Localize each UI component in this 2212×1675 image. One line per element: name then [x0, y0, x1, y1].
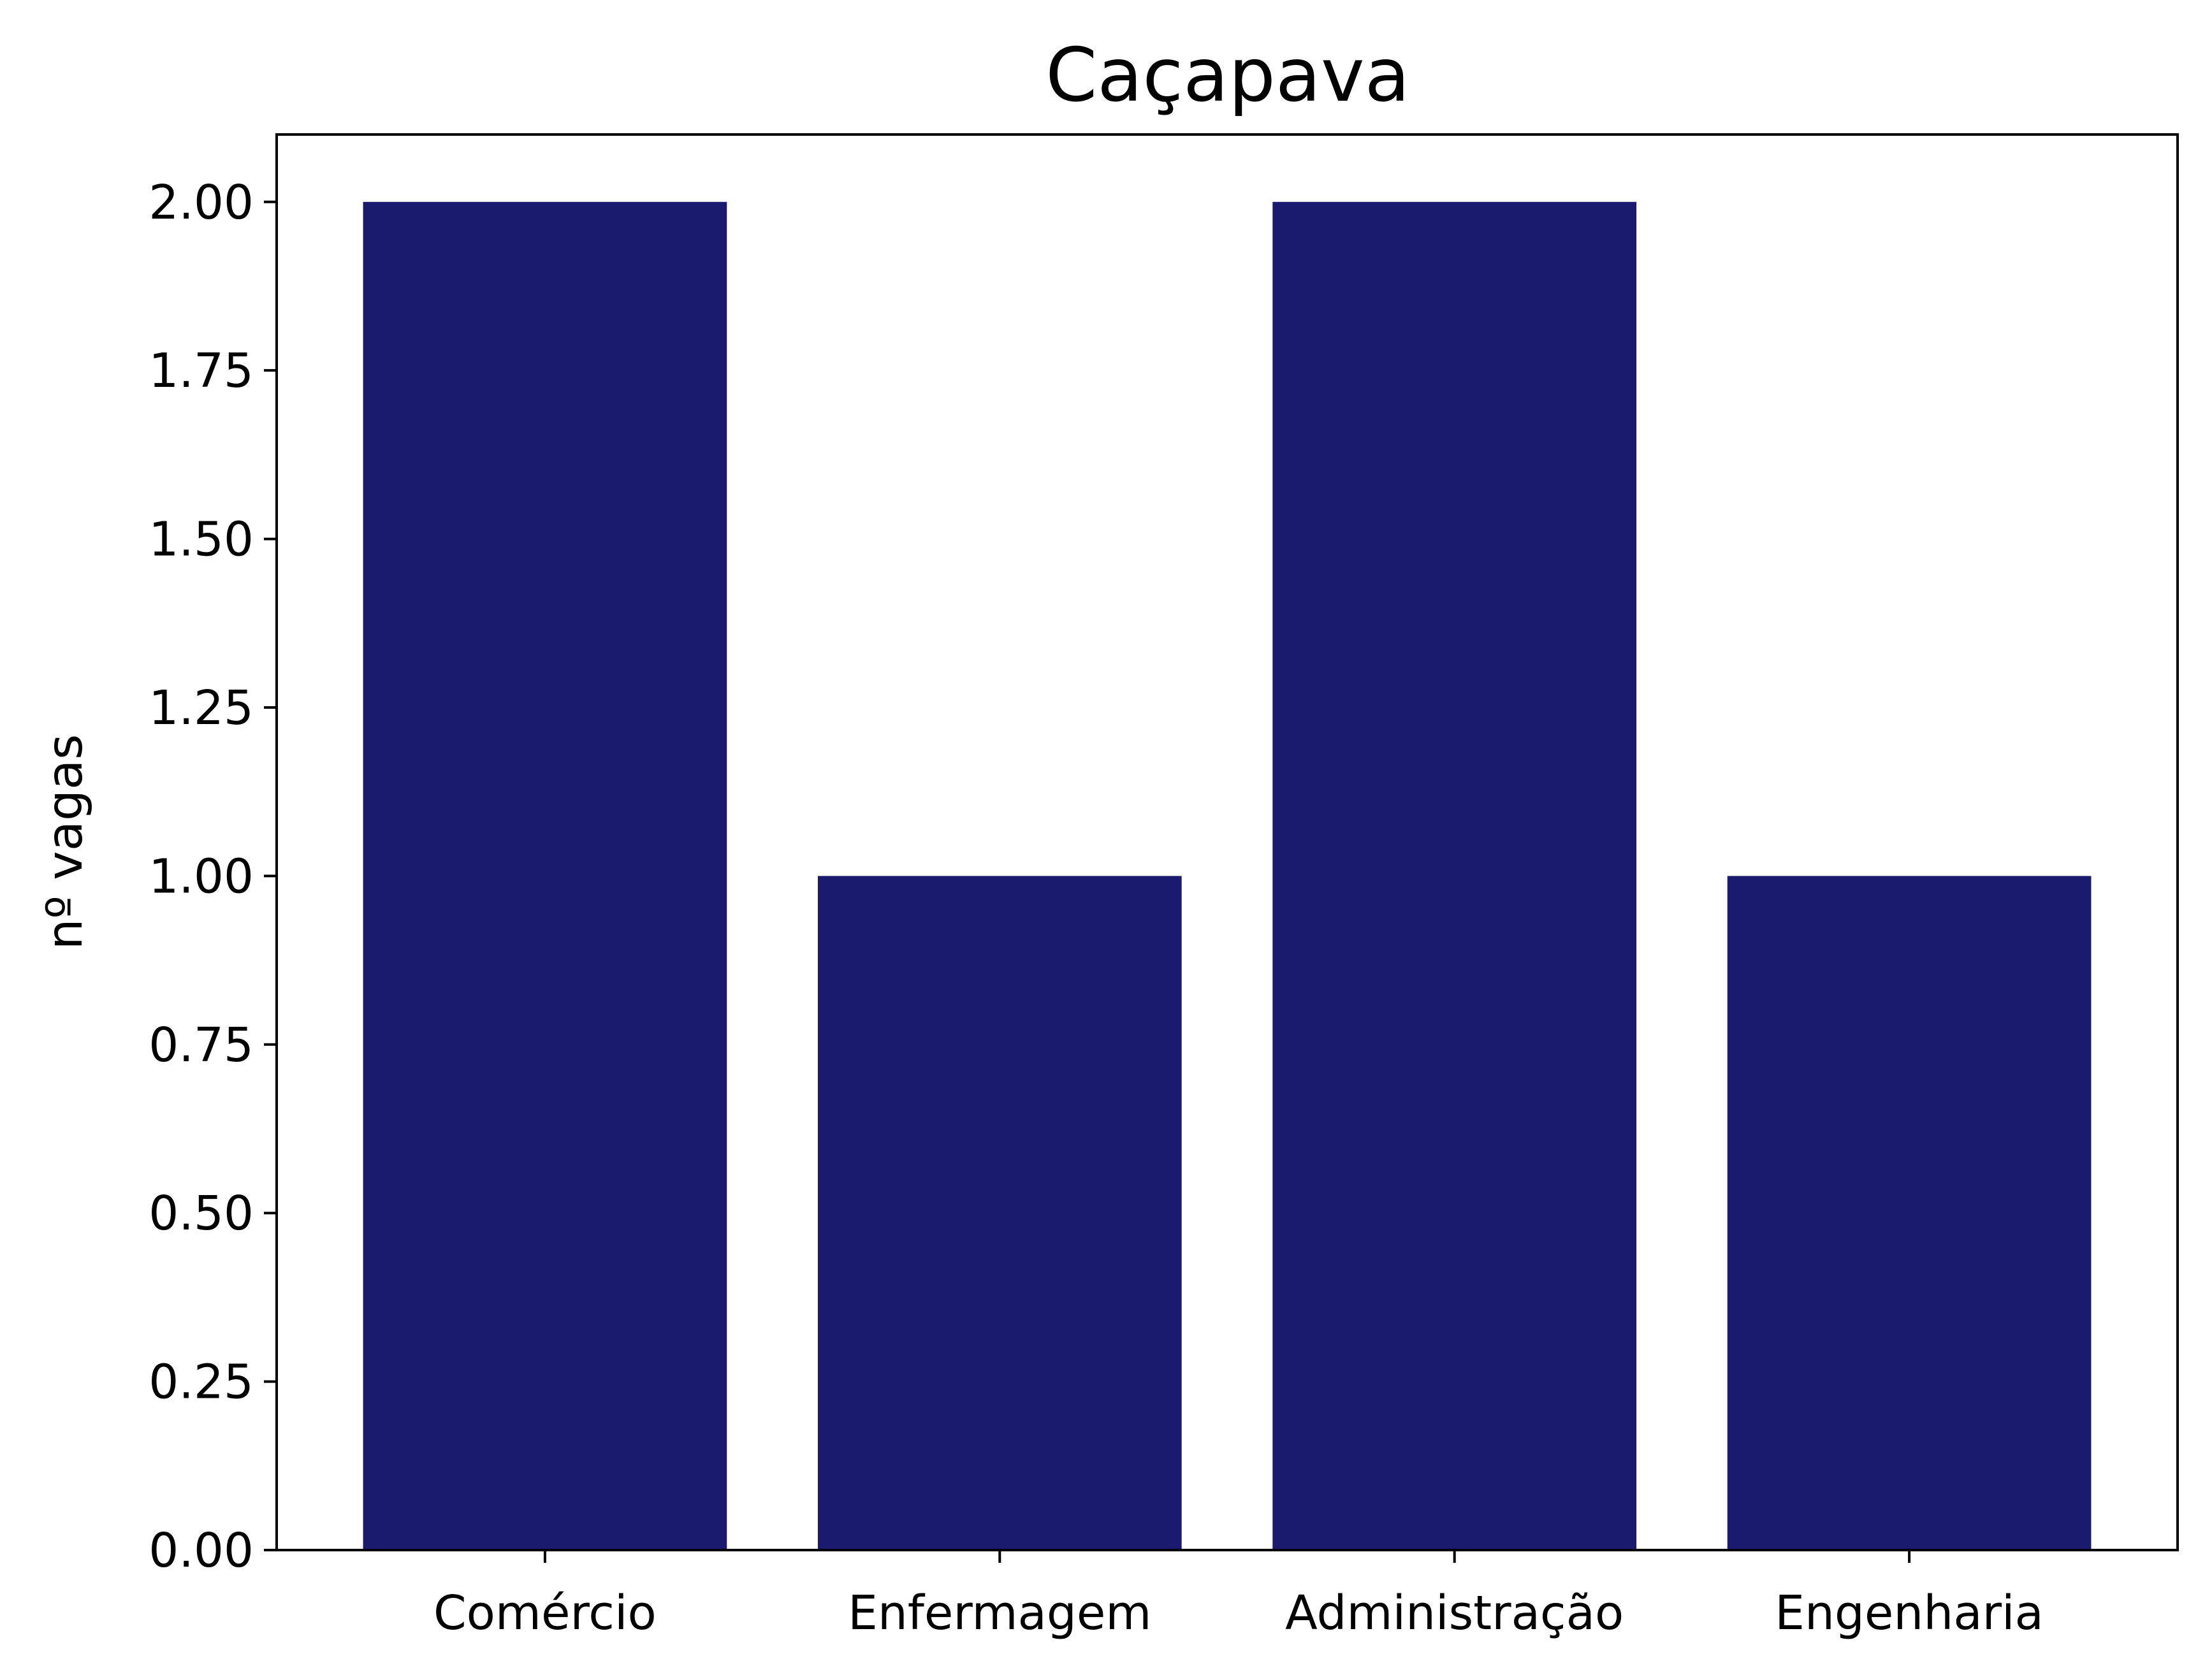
- y-tick-label: 0.50: [149, 1186, 254, 1241]
- bars-group: [363, 201, 2092, 1550]
- y-tick-label: 1.00: [149, 849, 254, 904]
- x-tick-label: Comércio: [433, 1586, 657, 1641]
- plot-area: [275, 133, 2179, 1551]
- bar-comercio: [363, 201, 727, 1550]
- x-tick-label: Administração: [1285, 1586, 1624, 1641]
- y-tick-label: 1.50: [149, 512, 254, 567]
- y-tick-label: 1.75: [149, 344, 254, 398]
- bar-enfermagem: [817, 876, 1182, 1550]
- y-tick-label: 1.25: [149, 681, 254, 736]
- x-tick-label: Engenharia: [1775, 1586, 2044, 1641]
- chart-title: Caçapava: [1045, 33, 1409, 119]
- y-tick-label: 0.25: [149, 1355, 254, 1410]
- y-tick-label: 2.00: [149, 175, 254, 230]
- bar-administracao: [1272, 201, 1637, 1550]
- bar-engenharia: [1727, 876, 2092, 1550]
- y-tick-label: 0.75: [149, 1018, 254, 1073]
- x-tick-label: Enfermagem: [848, 1586, 1151, 1641]
- y-axis: 0.00 0.25 0.50 0.75 1.00 1.25 1.50 1.75 2.00: [149, 175, 277, 1578]
- y-axis-label: nº vagas: [37, 734, 94, 950]
- axes-frame: [275, 133, 2179, 1551]
- x-axis: Comércio Enfermagem Administração Engenhari…: [433, 1550, 2044, 1641]
- y-tick-label: 0.00: [149, 1523, 254, 1578]
